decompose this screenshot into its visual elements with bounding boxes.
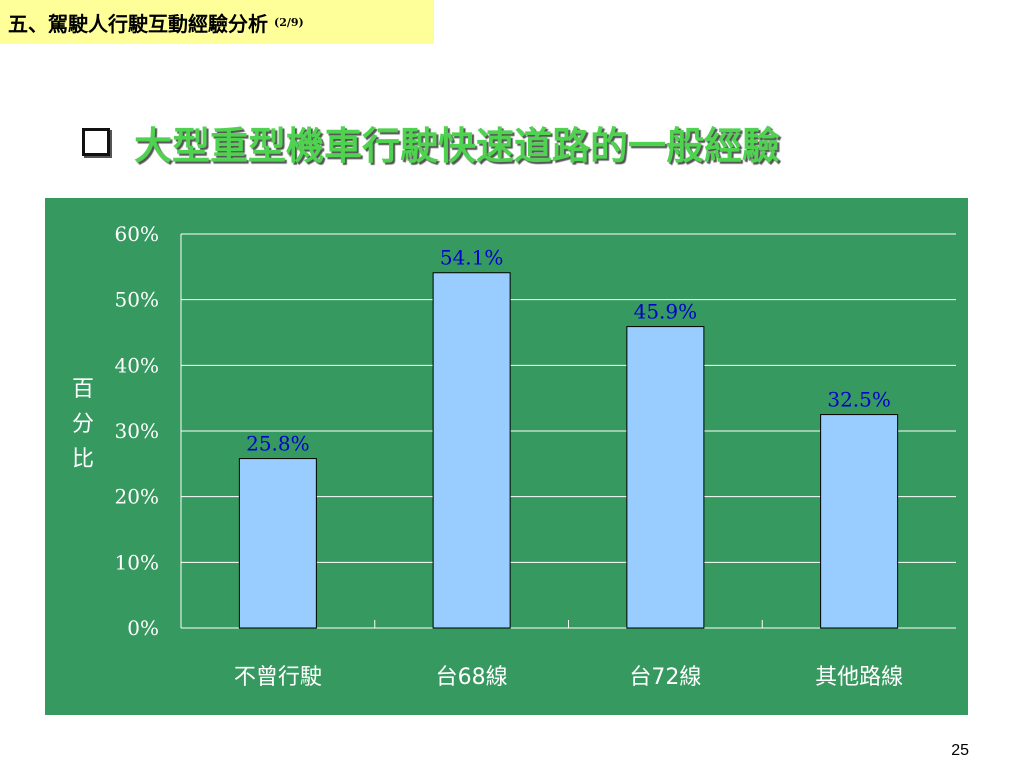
bar-value-label: 54.1% <box>440 246 504 270</box>
x-category-label: 其他路線 <box>815 665 903 690</box>
y-tick-label: 60% <box>115 222 159 246</box>
y-tick-label: 0% <box>127 616 159 640</box>
bar-value-label: 25.8% <box>246 432 310 456</box>
y-tick-label: 20% <box>115 485 159 509</box>
bar-value-label: 45.9% <box>634 300 698 324</box>
y-axis-label: 百分比 <box>72 377 94 472</box>
y-tick-label: 50% <box>115 288 159 312</box>
y-tick-label: 30% <box>115 419 159 443</box>
section-title: 五、駕駛人行駛互動經驗分析 <box>8 11 268 36</box>
bar-value-label: 32.5% <box>827 388 891 412</box>
x-category-label: 不曾行駛 <box>234 665 322 690</box>
slide-title-text: 大型重型機車行駛快速道路的一般經驗 <box>134 123 781 168</box>
y-tick-label: 40% <box>115 353 159 377</box>
bar <box>238 458 317 629</box>
bar-chart-svg: 0% 10% 20% 30% 40% 50% 60% 百分比 25.8% 不曾行駛 54.1% 台68… <box>45 198 968 715</box>
x-category-label: 台72線 <box>629 665 701 690</box>
checkbox-bullet-icon <box>82 128 110 156</box>
bar <box>432 272 511 629</box>
y-tick-label: 10% <box>115 550 159 574</box>
page-number: 25 <box>951 742 969 759</box>
section-part: (2/9) <box>274 15 304 29</box>
x-category-label: 台68線 <box>436 665 508 690</box>
chart: 0% 10% 20% 30% 40% 50% 60% 百分比 25.8% 不曾行駛 54.1% 台68… <box>45 198 968 715</box>
bar <box>626 326 705 629</box>
slide-title: 大型重型機車行駛快速道路的一般經驗 <box>82 112 780 172</box>
section-header: 五、駕駛人行駛互動經驗分析 (2/9) <box>0 0 434 44</box>
bar <box>820 414 899 629</box>
